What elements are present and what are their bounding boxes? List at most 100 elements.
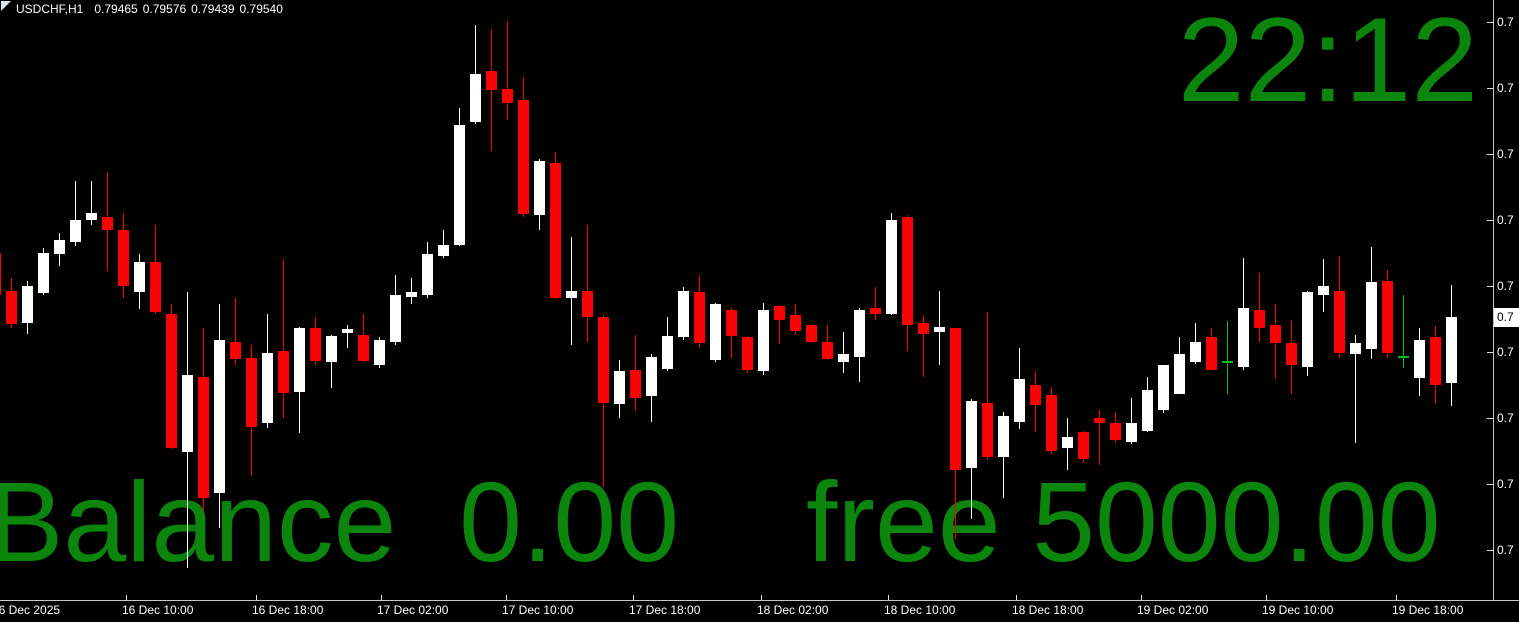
candle-wick: [987, 312, 988, 460]
candle-wick: [155, 225, 156, 314]
candle-wick: [235, 298, 236, 365]
candle-wick: [411, 278, 412, 304]
candle-body: [1030, 385, 1041, 405]
candle-body: [406, 292, 417, 297]
candle-wick: [59, 233, 60, 266]
price-axis-line: [1493, 0, 1494, 600]
candle-wick: [907, 215, 908, 351]
candle-body: [166, 314, 177, 448]
candle-wick: [747, 336, 748, 373]
quote-header: USDCHF,H1 0.79465 0.79576 0.79439 0.79540: [16, 2, 288, 16]
candle-body: [1286, 343, 1297, 365]
price-tick-label: 0.7: [1497, 477, 1514, 491]
candle-wick: [283, 259, 284, 418]
candle-wick: [555, 152, 556, 299]
time-tick: [506, 595, 507, 600]
candle-body: [822, 342, 833, 359]
candle-body: [22, 286, 33, 323]
candle-body: [1110, 423, 1121, 440]
candle-body: [1382, 281, 1393, 353]
candle-body: [118, 230, 129, 286]
candle-body: [86, 213, 97, 220]
time-tick-label: 18 Dec 10:00: [884, 603, 956, 617]
candle-body: [134, 262, 145, 292]
candle-wick: [1403, 295, 1404, 368]
candle-body: [790, 315, 801, 331]
candle-wick: [635, 335, 636, 411]
candle-body: [422, 254, 433, 295]
candle-body: [1046, 395, 1057, 451]
free-margin-overlay: free 5000.00: [806, 459, 1441, 585]
candle-wick: [1163, 365, 1164, 413]
candle-body: [6, 291, 17, 324]
candle-body: [534, 161, 545, 215]
candle-body: [966, 401, 977, 468]
time-tick: [633, 595, 634, 600]
candle-wick: [1291, 320, 1292, 394]
candle-body: [278, 351, 289, 393]
candle-body: [486, 71, 497, 90]
candle-body: [1446, 317, 1457, 383]
candle-body: [1222, 361, 1233, 363]
time-tick-label: 16 Dec 18:00: [252, 603, 324, 617]
candle-wick: [139, 254, 140, 309]
candle-wick: [11, 278, 12, 328]
candle-body: [470, 74, 481, 122]
candle-body: [0, 253, 1, 295]
time-tick-label: 16 Dec 2025: [0, 603, 61, 617]
price-tick-label: 0.7: [1497, 213, 1514, 227]
candle-body: [646, 357, 657, 396]
candle-wick: [1051, 387, 1052, 454]
candle-body: [518, 100, 529, 214]
candle-body: [614, 371, 625, 404]
candle-body: [886, 220, 897, 314]
candle-wick: [123, 213, 124, 298]
candle-body: [1398, 356, 1409, 358]
close-value: 0.79540: [239, 2, 283, 16]
candle-body: [934, 327, 945, 332]
candle-body: [582, 291, 593, 317]
time-tick-label: 17 Dec 18:00: [629, 603, 701, 617]
candle-wick: [1355, 335, 1356, 443]
candle-body: [310, 328, 321, 361]
candle-body: [1142, 390, 1153, 431]
candle-wick: [1115, 412, 1116, 443]
candle-body: [454, 125, 465, 245]
candle-wick: [475, 25, 476, 124]
price-tick: [1487, 22, 1493, 23]
candle-body: [758, 310, 769, 371]
candle-wick: [795, 304, 796, 335]
candle-wick: [763, 303, 764, 375]
candle-body: [774, 306, 785, 320]
candle-body: [598, 317, 609, 403]
candle-body: [710, 304, 721, 360]
candle-wick: [1147, 377, 1148, 432]
candle-wick: [91, 181, 92, 225]
candle-wick: [859, 308, 860, 382]
candle-body: [1158, 365, 1169, 410]
candle-wick: [923, 315, 924, 377]
candle-wick: [1019, 348, 1020, 429]
candle-body: [374, 340, 385, 365]
current-price-badge: 0.7: [1494, 308, 1519, 327]
candle-body: [838, 354, 849, 362]
candle-wick: [523, 77, 524, 217]
high-value: 0.79576: [142, 2, 187, 16]
candle-body: [550, 163, 561, 298]
candle-wick: [667, 317, 668, 371]
candle-wick: [731, 308, 732, 358]
candle-body: [998, 416, 1009, 457]
time-tick: [256, 595, 257, 600]
time-tick-label: 16 Dec 10:00: [122, 603, 194, 617]
candle-wick: [1227, 321, 1228, 394]
candle-body: [1318, 286, 1329, 295]
candle-body: [1414, 340, 1425, 378]
time-tick-label: 19 Dec 18:00: [1392, 603, 1464, 617]
candle-wick: [43, 248, 44, 295]
time-tick: [126, 595, 127, 600]
candle-wick: [1195, 323, 1196, 364]
time-tick-label: 18 Dec 18:00: [1012, 603, 1084, 617]
candle-wick: [75, 181, 76, 246]
candle-wick: [939, 291, 940, 365]
price-tick: [1487, 220, 1493, 221]
